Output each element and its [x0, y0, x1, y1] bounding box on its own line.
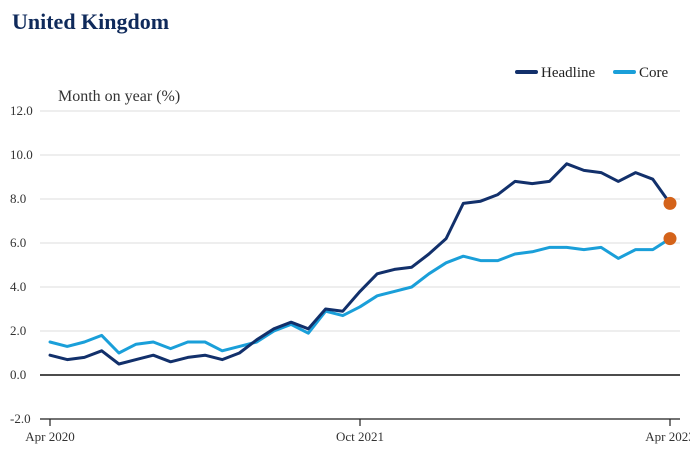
y-tick-label: 4.0 — [10, 279, 26, 294]
y-tick-label: 6.0 — [10, 235, 26, 250]
legend-label-core: Core — [639, 65, 669, 81]
series-lines — [48, 162, 672, 366]
grid-lines — [40, 110, 680, 420]
legend: Headline Core — [515, 65, 669, 81]
y-tick-label: 12.0 — [10, 103, 33, 118]
x-tick-label: Oct 2021 — [336, 429, 384, 444]
end-point-core — [663, 232, 677, 246]
series-line-core — [48, 237, 672, 355]
y-axis-label: Month on year (%) — [58, 88, 180, 105]
y-tick-label: 8.0 — [10, 191, 26, 206]
legend-label-headline: Headline — [541, 65, 595, 81]
y-tick-label: -2.0 — [10, 411, 31, 426]
end-point-headline — [663, 196, 677, 210]
y-tick-label: 10.0 — [10, 147, 33, 162]
series-line-headline — [48, 162, 672, 366]
y-tick-label: 0.0 — [10, 367, 26, 382]
x-tick-label: Apr 2023 — [645, 429, 690, 444]
x-axis: Apr 2020 Oct 2021 Apr 2023 — [25, 418, 690, 444]
x-tick-label: Apr 2020 — [25, 429, 74, 444]
y-axis-ticks: -2.0 0.0 2.0 4.0 6.0 8.0 10.0 12.0 — [10, 103, 33, 426]
end-markers — [663, 196, 677, 246]
chart-title: United Kingdom — [12, 9, 170, 34]
y-tick-label: 2.0 — [10, 323, 26, 338]
